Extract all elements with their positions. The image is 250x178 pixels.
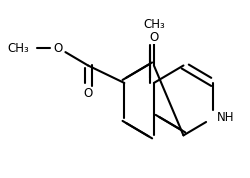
- Text: O: O: [54, 41, 63, 54]
- Text: O: O: [84, 87, 93, 100]
- Text: CH₃: CH₃: [143, 18, 165, 31]
- Text: CH₃: CH₃: [7, 41, 29, 54]
- Text: NH: NH: [216, 111, 234, 124]
- Text: O: O: [149, 31, 158, 44]
